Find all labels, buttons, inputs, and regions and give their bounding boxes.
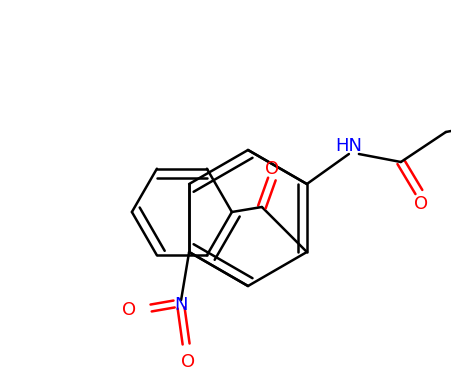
Text: O: O: [122, 301, 136, 319]
Text: O: O: [414, 195, 428, 213]
Text: O: O: [265, 160, 279, 178]
Text: N: N: [175, 296, 188, 314]
Text: HN: HN: [336, 137, 363, 155]
Text: O: O: [181, 353, 195, 371]
